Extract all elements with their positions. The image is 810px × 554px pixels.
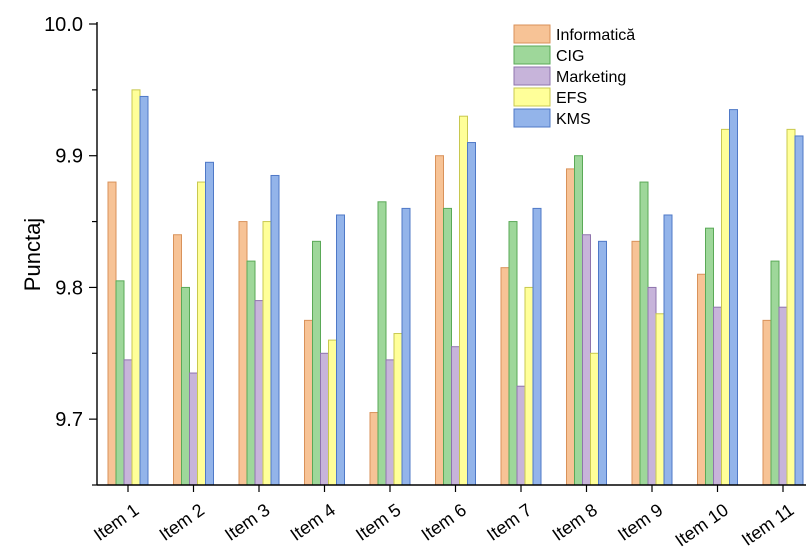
bar-kms-item-6: [467, 142, 476, 486]
bar-efs-item-1: [131, 89, 141, 486]
x-tick-label: Item 6: [418, 500, 470, 545]
x-tick-label: Item 7: [483, 500, 535, 545]
bar-efs-item-2: [197, 181, 206, 486]
legend: Informatică CIG Marketing EFS KMS: [513, 24, 635, 128]
bar-cig-item-9: [639, 181, 649, 486]
bar-cig-item-5: [377, 201, 387, 486]
y-axis-label: Punctaj: [20, 218, 45, 291]
bar-cig-item-2: [181, 286, 190, 486]
legend-swatch: [513, 45, 551, 65]
bar-efs-item-4: [328, 339, 337, 486]
bar-cig-item-11: [770, 260, 780, 486]
bar-cig-item-8: [574, 155, 583, 486]
bar-marketing-item-4: [320, 352, 329, 486]
bar-informatic--item-4: [304, 319, 313, 486]
legend-label: Marketing: [556, 69, 626, 86]
y-tick-label: 9.8: [55, 277, 83, 299]
bar-kms-item-4: [336, 214, 345, 486]
x-tick-label: Item 2: [156, 500, 208, 545]
bar-efs-item-10: [721, 128, 730, 486]
bar-efs-item-5: [393, 333, 403, 486]
legend-label: KMS: [556, 111, 591, 128]
y-tick-label: 9.9: [55, 146, 83, 168]
bar-efs-item-3: [262, 221, 272, 486]
x-tick-label: Item 5: [352, 500, 404, 545]
bar-efs-item-11: [786, 128, 796, 486]
bar-efs-item-8: [590, 352, 599, 486]
legend-swatch: [513, 24, 551, 44]
bar-cig-item-6: [443, 207, 452, 486]
bar-informatic--item-6: [435, 155, 444, 486]
legend-label: CIG: [556, 48, 584, 65]
bar-kms-item-3: [270, 174, 280, 486]
x-tick-label: Item 10: [671, 500, 732, 551]
plot-area: [107, 89, 804, 486]
bar-marketing-item-6: [451, 346, 460, 486]
legend-label: EFS: [556, 90, 587, 107]
bar-marketing-item-5: [385, 359, 395, 486]
bar-cig-item-4: [312, 240, 321, 486]
bar-informatic--item-5: [369, 412, 379, 486]
bar-informatic--item-8: [566, 168, 575, 486]
legend-swatch: [513, 66, 551, 86]
bar-marketing-item-7: [516, 385, 526, 486]
legend-swatch: [513, 87, 551, 107]
bar-informatic--item-2: [173, 234, 182, 486]
x-tick-label: Item 3: [221, 500, 273, 545]
bar-marketing-item-11: [778, 306, 788, 486]
bar-kms-item-7: [532, 207, 542, 486]
bar-kms-item-5: [401, 207, 411, 486]
x-tick-label: Item 9: [614, 500, 666, 545]
legend-label: Informatică: [556, 27, 635, 44]
bar-informatic--item-7: [500, 267, 510, 486]
x-tick-label: Item 8: [549, 500, 601, 545]
bar-efs-item-9: [655, 313, 665, 486]
bar-marketing-item-9: [647, 286, 657, 486]
bar-cig-item-7: [508, 221, 518, 486]
y-tick-label: 9.7: [55, 409, 83, 431]
bar-cig-item-10: [705, 227, 714, 486]
bar-kms-item-1: [139, 95, 149, 486]
bar-informatic--item-9: [631, 240, 641, 486]
bar-cig-item-1: [115, 280, 125, 486]
bar-marketing-item-1: [123, 359, 133, 486]
bar-kms-item-10: [729, 109, 738, 486]
bar-kms-item-9: [663, 214, 673, 486]
bar-marketing-item-3: [254, 300, 264, 486]
bar-informatic--item-10: [697, 273, 706, 486]
y-tick-label: 10.0: [44, 14, 83, 36]
bar-informatic--item-11: [762, 319, 772, 486]
bar-cig-item-3: [246, 260, 256, 486]
bar-informatic--item-1: [107, 181, 117, 486]
bar-efs-item-7: [524, 286, 534, 486]
bar-marketing-item-2: [189, 372, 198, 486]
bar-kms-item-8: [598, 240, 607, 486]
bar-kms-item-2: [205, 161, 214, 486]
x-tick-label: Item 4: [287, 500, 339, 545]
bar-kms-item-11: [794, 135, 804, 486]
x-tick-label: Item 1: [90, 500, 142, 545]
legend-swatch: [513, 108, 551, 128]
bar-marketing-item-8: [582, 234, 591, 486]
bar-efs-item-6: [459, 115, 468, 486]
bar-marketing-item-10: [713, 306, 722, 486]
axes: 9.7 9.8 9.9 10.0 Item 1 Item 2 Item 3 Item 4 Ite…: [44, 14, 806, 551]
bar-informatic--item-3: [238, 221, 248, 486]
x-tick-label: Item 11: [738, 500, 798, 550]
